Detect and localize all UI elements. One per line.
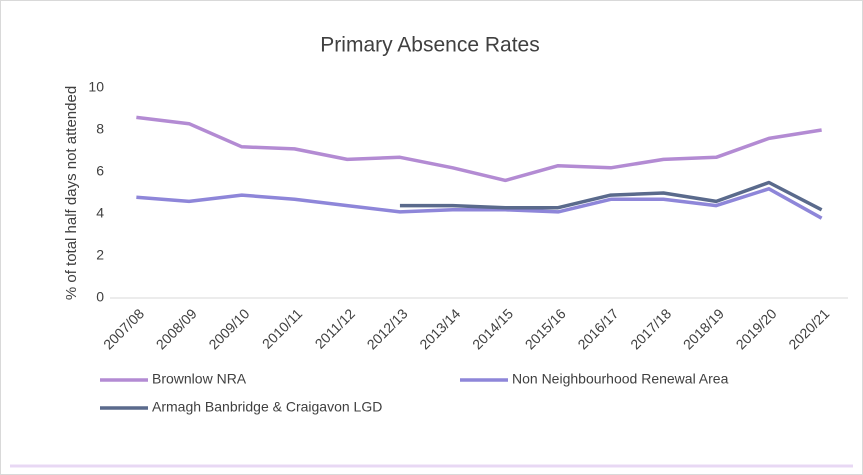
legend-label: Armagh Banbridge & Craigavon LGD bbox=[152, 399, 382, 415]
y-tick-label: 8 bbox=[96, 121, 104, 137]
y-tick-label: 0 bbox=[96, 289, 104, 305]
y-tick-label: 4 bbox=[96, 205, 104, 221]
legend-label: Non Neighbourhood Renewal Area bbox=[512, 371, 729, 387]
legend-label: Brownlow NRA bbox=[152, 371, 247, 387]
y-tick-label: 10 bbox=[88, 79, 104, 95]
series-line bbox=[136, 187, 823, 220]
y-tick-label: 2 bbox=[96, 247, 104, 263]
y-tick-label: 6 bbox=[96, 163, 104, 179]
chart-title: Primary Absence Rates bbox=[320, 34, 539, 57]
series-line bbox=[399, 180, 823, 212]
series-line bbox=[136, 115, 822, 183]
y-axis-label: % of total half days not attended bbox=[63, 86, 80, 300]
